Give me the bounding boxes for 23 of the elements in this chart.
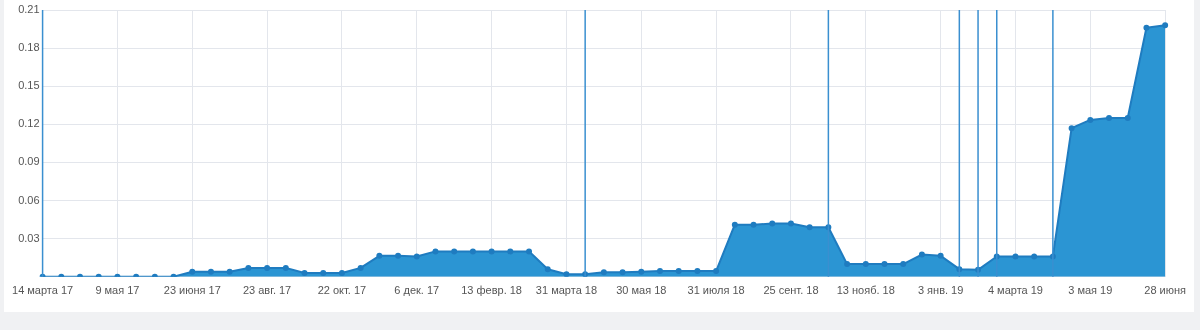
x-tick-label: 13 февр. 18 (461, 284, 522, 297)
y-tick-label: 0.03 (18, 231, 40, 244)
x-tick-label: 30 мая 18 (616, 284, 667, 297)
x-tick-label: 23 июня 17 (163, 284, 221, 297)
x-tick-label: 3 мая 19 (1068, 284, 1113, 297)
y-tick-label: 0.12 (18, 117, 40, 130)
x-tick-label: 23 авг. 17 (242, 284, 292, 297)
x-tick-label: 28 июня (1144, 284, 1187, 297)
x-tick-label: 6 дек. 17 (394, 284, 440, 297)
x-tick-label: 14 марта 17 (12, 284, 74, 297)
x-tick-label: 3 янв. 19 (917, 284, 964, 297)
x-tick-label: 9 мая 17 (95, 284, 140, 297)
y-tick-label: 0.21 (18, 3, 40, 16)
x-tick-label: 31 июля 18 (687, 284, 745, 297)
y-tick-label: 0.15 (18, 79, 40, 92)
y-tick-label: 0.18 (18, 41, 40, 54)
x-tick-label: 13 нояб. 18 (836, 284, 895, 297)
x-tick-label: 4 марта 19 (987, 284, 1043, 297)
y-tick-label: 0.09 (18, 155, 40, 168)
y-tick-label: 0.06 (18, 193, 40, 206)
x-tick-label: 31 марта 18 (535, 284, 598, 297)
x-tick-label: 22 окт. 17 (317, 284, 367, 297)
x-tick-label: 25 сент. 18 (763, 284, 819, 297)
